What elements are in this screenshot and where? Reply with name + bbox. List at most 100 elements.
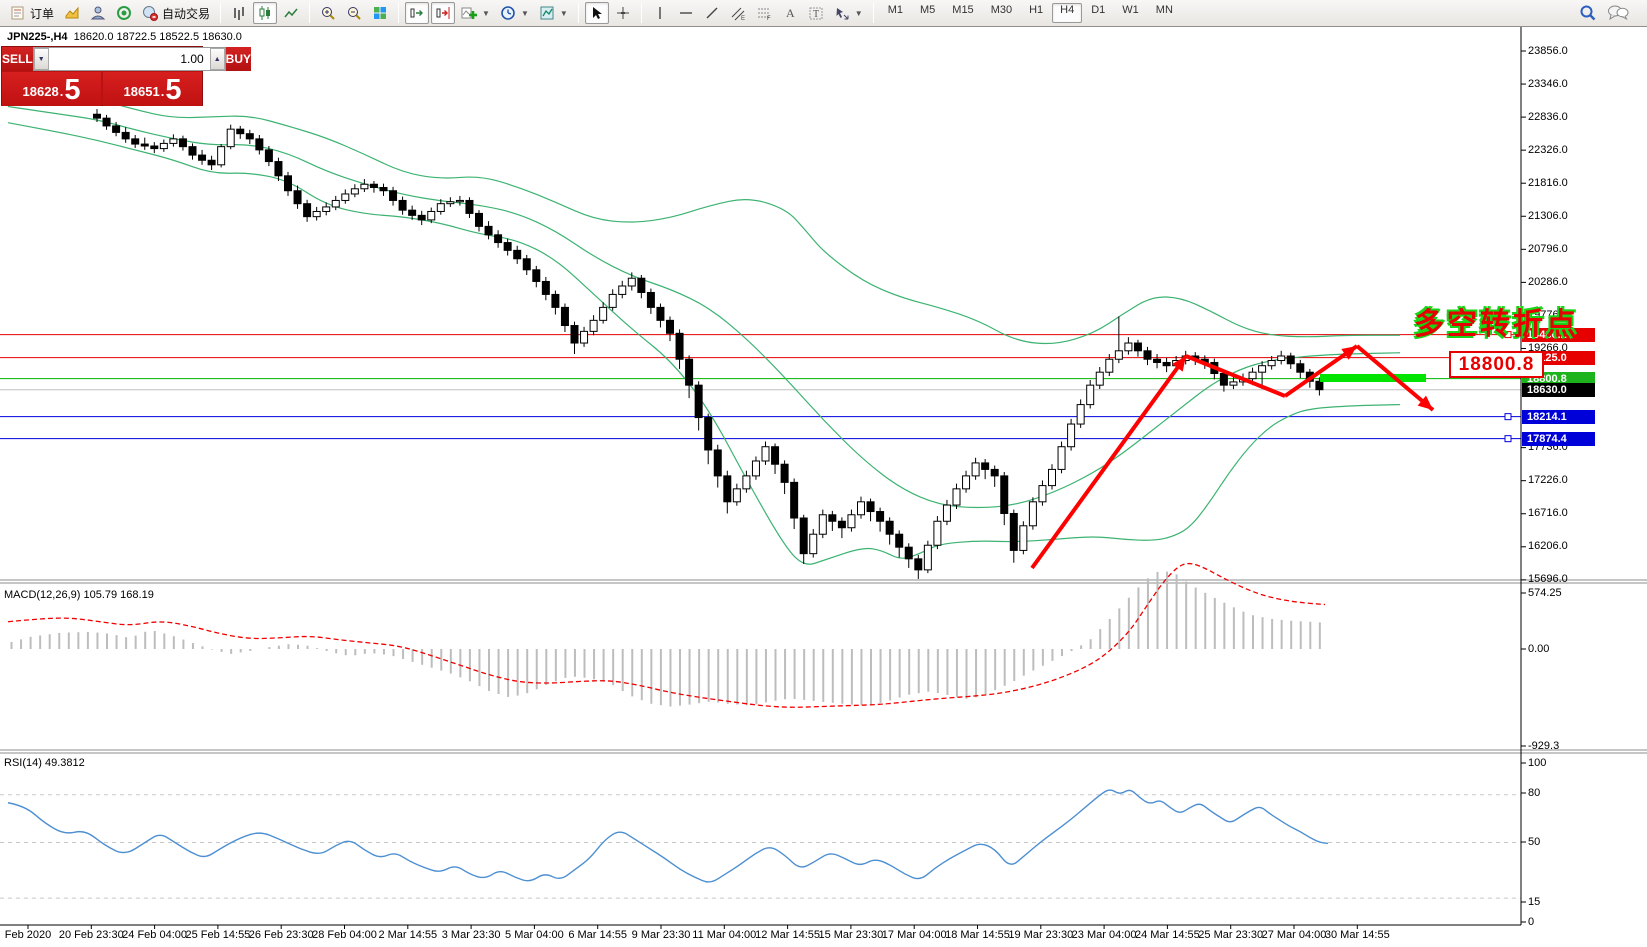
- candlestick-chart-icon: [259, 6, 271, 20]
- shapes-button[interactable]: ▼: [830, 2, 867, 24]
- date-tick-label: 12 Mar 14:55: [755, 929, 821, 941]
- zoom-out-button[interactable]: [342, 2, 366, 24]
- vertical-line-button[interactable]: [648, 2, 672, 24]
- cursor-button[interactable]: [584, 2, 609, 24]
- templates-button[interactable]: ▼: [535, 2, 572, 24]
- price-badge-18630.0: 18630.0: [1522, 382, 1595, 397]
- price-tick-label: 19776.0: [1528, 308, 1568, 321]
- zoom-out-icon: [348, 7, 361, 20]
- new-order-button[interactable]: 订单: [6, 2, 58, 24]
- date-tick-label: 19 Mar 23:30: [1008, 929, 1074, 941]
- price-tick-label: 21306.0: [1528, 209, 1568, 222]
- price-tick-label: 20796.0: [1528, 242, 1568, 255]
- volume-decrease-button[interactable]: ▼: [33, 48, 49, 70]
- date-tick-label: 26 Feb 23:30: [248, 929, 314, 941]
- chat-icon[interactable]: [1607, 4, 1629, 22]
- market-watch-button[interactable]: [112, 2, 136, 24]
- toolbar-separator: [577, 3, 579, 23]
- sell-price-main: 18628: [22, 84, 59, 99]
- price-annotation-box[interactable]: 18800.8: [1449, 351, 1544, 378]
- date-tick-label: 20 Feb 23:30: [58, 929, 124, 941]
- candlestick-chart-button[interactable]: [253, 2, 278, 24]
- toolbar-separator: [220, 3, 222, 23]
- timeframe-D1[interactable]: D1: [1091, 4, 1106, 16]
- line-chart-button[interactable]: [279, 2, 303, 24]
- chart-shift-button[interactable]: [431, 2, 456, 24]
- date-tick-label: Feb 2020: [4, 929, 52, 941]
- buy-price-dot: .: [160, 84, 165, 99]
- toolbar-separator: [309, 3, 311, 23]
- date-tick-label: 6 Mar 14:55: [568, 929, 628, 941]
- timeframe-M30[interactable]: M30: [990, 4, 1013, 16]
- auto-scroll-button[interactable]: [405, 2, 430, 24]
- indicators-dropdown-arrow: ▼: [482, 8, 490, 18]
- crosshair-button[interactable]: [611, 2, 635, 24]
- price-tick-label: 16716.0: [1528, 507, 1568, 520]
- date-tick-label: 18 Mar 14:55: [945, 929, 1010, 941]
- date-tick-label: 2 Mar 14:55: [378, 929, 438, 941]
- chart-symbol-period: JPN225-,H4: [7, 31, 68, 43]
- timeframe-M5[interactable]: M5: [920, 4, 936, 16]
- price-tick-label: 16206.0: [1528, 540, 1568, 553]
- buy-price[interactable]: 18651. 5: [103, 72, 202, 106]
- timeframe-M1[interactable]: M1: [887, 4, 903, 16]
- chart-window-button[interactable]: [60, 2, 84, 24]
- search-icon[interactable]: [1579, 4, 1597, 22]
- indicators-button[interactable]: ▼: [457, 2, 494, 24]
- shapes-dropdown-arrow: ▼: [854, 8, 863, 18]
- buy-price-pips: 5: [165, 74, 182, 106]
- sell-price[interactable]: 18628. 5: [2, 72, 101, 106]
- one-click-trading-panel: SELL ▼ ▲ BUY 18628.5 18651.5: [1, 46, 252, 106]
- trendline-icon: [706, 7, 718, 19]
- timeframe-H4[interactable]: H4: [1052, 3, 1083, 23]
- chart-shift-icon: [436, 7, 450, 19]
- price-tick-label: 23856.0: [1528, 44, 1568, 57]
- text-label-icon: T: [809, 7, 823, 20]
- auto-scroll-icon: [410, 8, 424, 18]
- buy-button[interactable]: BUY: [225, 47, 252, 71]
- svg-text:E: E: [741, 16, 745, 21]
- crosshair-icon: [616, 7, 629, 19]
- volume-input[interactable]: [48, 48, 210, 70]
- volume-increase-button[interactable]: ▲: [209, 48, 225, 70]
- svg-text:A: A: [786, 6, 795, 20]
- tile-windows-button[interactable]: [368, 2, 392, 24]
- date-tick-label: 5 Mar 04:00: [505, 929, 564, 941]
- horizontal-line-button[interactable]: [674, 2, 698, 24]
- market-watch-icon: [117, 6, 132, 20]
- macd-axis-label: 0.00: [1528, 642, 1550, 655]
- text-label-button[interactable]: T: [804, 2, 828, 24]
- equidistant-channel-button[interactable]: E: [726, 2, 750, 24]
- price-tick-label: 22836.0: [1528, 110, 1568, 123]
- price-badge-18214.1: 18214.1: [1522, 409, 1595, 424]
- turning-point-annotation[interactable]: 多空转折点: [1414, 308, 1579, 341]
- svg-text:T: T: [813, 9, 819, 20]
- sell-button[interactable]: SELL: [2, 47, 33, 71]
- profile-button[interactable]: [86, 2, 110, 24]
- new-order-label: 订单: [30, 6, 55, 21]
- timeframe-M15[interactable]: M15: [952, 4, 974, 16]
- price-tick-label: 20286.0: [1528, 275, 1568, 288]
- date-tick-label: 27 Mar 04:00: [1261, 929, 1327, 941]
- text-button[interactable]: A: [778, 2, 802, 24]
- price-tick-label: 15696.0: [1528, 573, 1568, 586]
- sell-price-pips: 5: [64, 74, 81, 106]
- timeframe-MN[interactable]: MN: [1155, 4, 1173, 16]
- periods-button[interactable]: ▼: [496, 2, 533, 24]
- periods-clock-icon: [501, 6, 515, 20]
- autotrading-button[interactable]: 自动交易: [138, 2, 214, 24]
- indicators-icon: [461, 7, 478, 19]
- rsi-axis-label: 15: [1528, 895, 1541, 908]
- fibonacci-button[interactable]: F: [752, 2, 776, 24]
- vertical-line-icon: [659, 7, 661, 19]
- timeframe-W1[interactable]: W1: [1122, 4, 1139, 16]
- chart-title: JPN225-,H4 18620.0 18722.5 18522.5 18630…: [7, 31, 242, 43]
- price-badge-19480.2: 19480.2: [1522, 327, 1595, 342]
- timeframe-H1[interactable]: H1: [1029, 4, 1044, 16]
- zoom-in-button[interactable]: [316, 2, 340, 24]
- rsi-axis-label: 80: [1528, 786, 1541, 799]
- bar-chart-button[interactable]: [227, 2, 251, 24]
- trendline-button[interactable]: [700, 2, 724, 24]
